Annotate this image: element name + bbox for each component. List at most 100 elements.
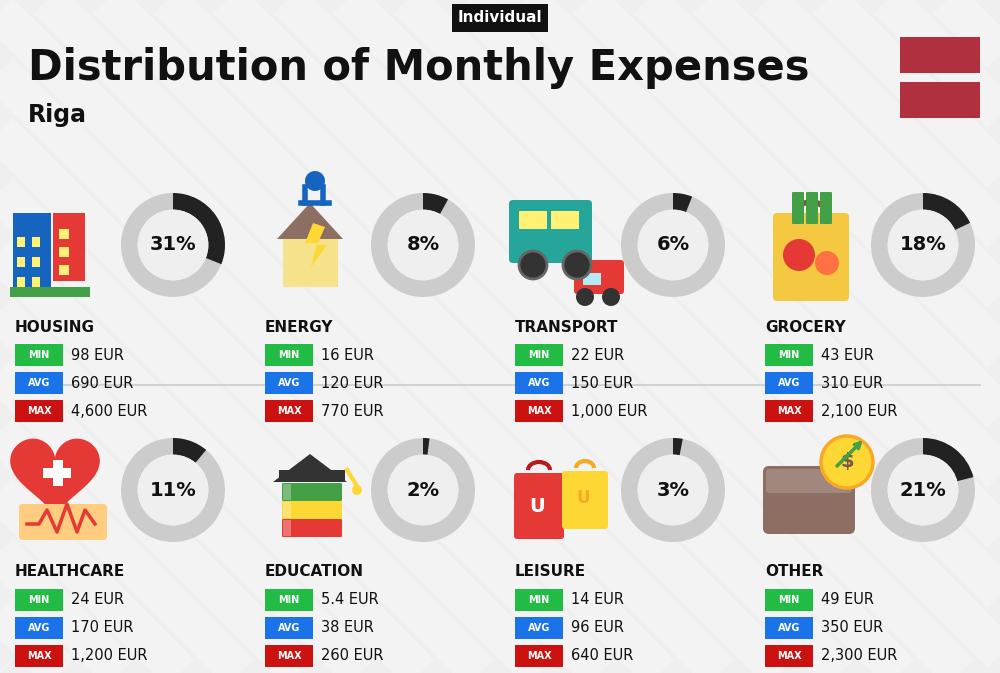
Text: 1,000 EUR: 1,000 EUR (571, 404, 648, 419)
Circle shape (783, 239, 815, 271)
FancyBboxPatch shape (283, 520, 291, 536)
FancyBboxPatch shape (279, 470, 345, 482)
FancyBboxPatch shape (514, 473, 564, 539)
Text: AVG: AVG (778, 623, 800, 633)
Text: 310 EUR: 310 EUR (821, 376, 883, 390)
FancyBboxPatch shape (515, 372, 563, 394)
Text: Distribution of Monthly Expenses: Distribution of Monthly Expenses (28, 47, 810, 89)
FancyBboxPatch shape (15, 372, 63, 394)
Text: 260 EUR: 260 EUR (321, 649, 384, 664)
Wedge shape (923, 438, 973, 481)
FancyBboxPatch shape (551, 211, 579, 229)
Circle shape (821, 436, 873, 488)
Text: Riga: Riga (28, 103, 87, 127)
Text: 16 EUR: 16 EUR (321, 347, 374, 363)
Text: 690 EUR: 690 EUR (71, 376, 133, 390)
Text: 2,100 EUR: 2,100 EUR (821, 404, 898, 419)
FancyBboxPatch shape (515, 589, 563, 611)
FancyBboxPatch shape (53, 213, 85, 281)
FancyBboxPatch shape (265, 617, 313, 639)
FancyBboxPatch shape (792, 192, 804, 224)
Circle shape (888, 210, 958, 281)
FancyBboxPatch shape (265, 344, 313, 366)
Text: 4,600 EUR: 4,600 EUR (71, 404, 147, 419)
Circle shape (388, 455, 458, 526)
FancyBboxPatch shape (265, 589, 313, 611)
Text: 2%: 2% (406, 481, 440, 499)
FancyBboxPatch shape (765, 589, 813, 611)
Text: MAX: MAX (527, 651, 551, 661)
Text: OTHER: OTHER (765, 565, 823, 579)
Circle shape (815, 251, 839, 275)
Text: ENERGY: ENERGY (265, 320, 334, 334)
FancyBboxPatch shape (900, 82, 980, 118)
Circle shape (563, 251, 591, 279)
Circle shape (888, 455, 958, 526)
FancyBboxPatch shape (562, 471, 608, 529)
Text: 38 EUR: 38 EUR (321, 621, 374, 635)
FancyBboxPatch shape (583, 273, 601, 285)
Text: AVG: AVG (278, 623, 300, 633)
Text: 31%: 31% (150, 236, 196, 254)
Circle shape (388, 210, 458, 281)
FancyBboxPatch shape (265, 645, 313, 667)
Text: 49 EUR: 49 EUR (821, 592, 874, 608)
FancyBboxPatch shape (13, 213, 51, 293)
Text: 14 EUR: 14 EUR (571, 592, 624, 608)
Text: 6%: 6% (656, 236, 690, 254)
Text: AVG: AVG (278, 378, 300, 388)
FancyBboxPatch shape (15, 400, 63, 422)
Text: AVG: AVG (28, 623, 50, 633)
Wedge shape (121, 193, 225, 297)
Wedge shape (423, 193, 448, 214)
Text: 3%: 3% (656, 481, 690, 499)
Wedge shape (371, 193, 475, 297)
FancyBboxPatch shape (283, 484, 291, 500)
Circle shape (576, 288, 594, 306)
FancyBboxPatch shape (820, 192, 832, 224)
Wedge shape (673, 193, 692, 212)
Text: 18%: 18% (900, 236, 946, 254)
Text: 8%: 8% (406, 236, 440, 254)
Text: 150 EUR: 150 EUR (571, 376, 633, 390)
FancyBboxPatch shape (283, 502, 291, 518)
Circle shape (602, 288, 620, 306)
FancyBboxPatch shape (32, 257, 40, 267)
FancyBboxPatch shape (765, 344, 813, 366)
FancyBboxPatch shape (59, 247, 69, 257)
Circle shape (519, 251, 547, 279)
FancyBboxPatch shape (900, 37, 980, 73)
Text: 24 EUR: 24 EUR (71, 592, 124, 608)
FancyBboxPatch shape (766, 469, 852, 493)
Text: U: U (529, 497, 545, 516)
Wedge shape (923, 193, 970, 230)
Circle shape (638, 210, 708, 281)
Wedge shape (173, 193, 225, 264)
Wedge shape (173, 438, 206, 463)
FancyBboxPatch shape (59, 229, 69, 239)
FancyBboxPatch shape (19, 504, 107, 540)
Text: U: U (576, 489, 590, 507)
FancyBboxPatch shape (515, 645, 563, 667)
FancyBboxPatch shape (32, 277, 40, 287)
Text: GROCERY: GROCERY (765, 320, 846, 334)
Text: LEISURE: LEISURE (515, 565, 586, 579)
FancyBboxPatch shape (59, 265, 69, 275)
FancyBboxPatch shape (15, 617, 63, 639)
FancyBboxPatch shape (17, 257, 25, 267)
Wedge shape (621, 193, 725, 297)
Text: MAX: MAX (277, 406, 301, 416)
Wedge shape (673, 438, 683, 455)
FancyBboxPatch shape (265, 400, 313, 422)
Text: 770 EUR: 770 EUR (321, 404, 384, 419)
Text: 22 EUR: 22 EUR (571, 347, 624, 363)
FancyBboxPatch shape (515, 344, 563, 366)
FancyBboxPatch shape (765, 372, 813, 394)
FancyBboxPatch shape (282, 501, 342, 519)
Text: 170 EUR: 170 EUR (71, 621, 134, 635)
FancyBboxPatch shape (519, 211, 547, 229)
Text: MIN: MIN (528, 595, 550, 605)
FancyBboxPatch shape (515, 617, 563, 639)
FancyBboxPatch shape (806, 192, 818, 224)
FancyBboxPatch shape (509, 200, 592, 263)
